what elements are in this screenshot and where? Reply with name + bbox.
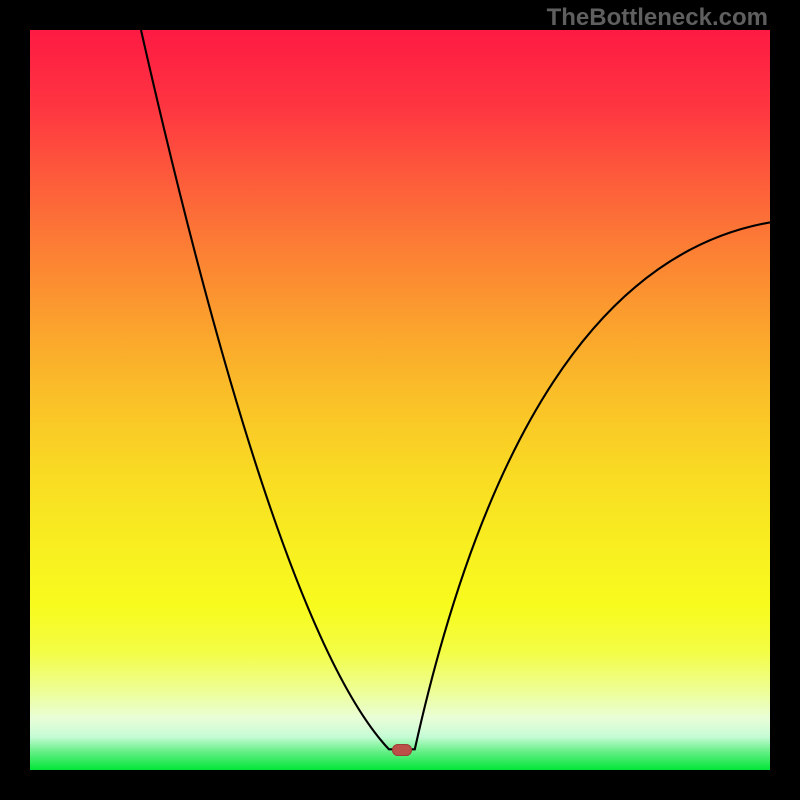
bottleneck-curve: [141, 30, 770, 749]
curve-svg: [30, 30, 770, 770]
watermark-text: TheBottleneck.com: [547, 4, 768, 32]
optimal-marker: [392, 744, 412, 756]
plot-area: [30, 30, 770, 770]
